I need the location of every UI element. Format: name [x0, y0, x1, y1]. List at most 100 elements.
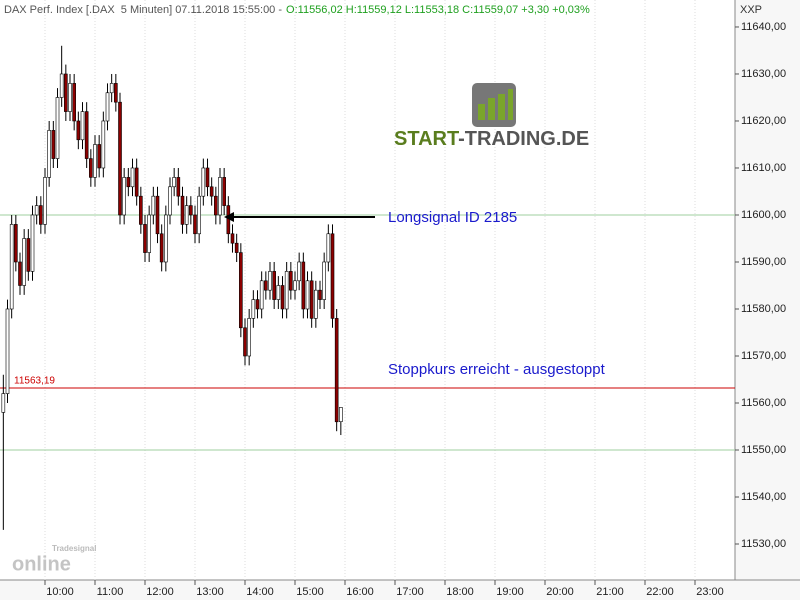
reference-label: 11563,19 — [14, 376, 55, 387]
watermark: Tradesignal — [52, 544, 96, 553]
candle-body — [326, 233, 331, 263]
candle-body — [222, 177, 226, 206]
candle-body — [9, 224, 14, 310]
y-tick-label: 11640,00 — [741, 21, 786, 33]
y-tick-label: 11530,00 — [741, 538, 786, 550]
x-tick-label: 19:00 — [496, 586, 524, 598]
axis-name: XXP — [740, 4, 762, 16]
candle-body — [293, 280, 297, 291]
candle-body — [43, 177, 47, 225]
y-tick-label: 11620,00 — [741, 115, 786, 127]
candle-body — [289, 271, 293, 291]
candle-body — [151, 195, 156, 216]
y-tick-label: 11560,00 — [741, 397, 786, 409]
x-tick-label: 11:00 — [97, 586, 124, 598]
candle-body — [26, 238, 31, 272]
candle-body — [80, 111, 85, 141]
candle-body — [101, 120, 106, 169]
candle-body — [284, 271, 289, 310]
x-tick-label: 10:00 — [46, 586, 74, 598]
candle-body — [259, 280, 264, 310]
candle-body — [97, 144, 101, 169]
candle-body — [193, 214, 197, 235]
annotation: Longsignal ID 2185 — [388, 209, 517, 226]
x-tick-label: 15:00 — [296, 586, 324, 598]
candle-body — [143, 224, 147, 253]
candle-body — [251, 299, 256, 319]
candle-body — [318, 289, 322, 300]
logo-text: START-TRADING.DE — [394, 128, 589, 150]
y-tick-label: 11610,00 — [741, 162, 786, 174]
candle-body — [155, 195, 160, 235]
candle-body — [139, 195, 143, 225]
candle-body — [64, 73, 68, 112]
candle-body — [89, 158, 93, 178]
candles — [1, 45, 343, 530]
candle-body — [205, 167, 210, 188]
candle-body — [247, 318, 251, 357]
candle-body — [330, 233, 335, 319]
candle-body — [68, 83, 72, 112]
candle-body — [126, 177, 131, 188]
candle-body — [55, 97, 60, 159]
candle-body — [147, 214, 151, 253]
x-tick-label: 16:00 — [346, 586, 374, 598]
candle-body — [201, 167, 206, 197]
candle-body — [276, 285, 281, 300]
candle-body — [180, 195, 185, 225]
x-tick-label: 14:00 — [246, 586, 274, 598]
candle-body — [84, 111, 89, 159]
logo-bar — [508, 89, 513, 120]
candle-body — [297, 261, 301, 282]
annotation: Stoppkurs erreicht - ausgestoppt — [388, 361, 606, 378]
x-tick-label: 21:00 — [596, 586, 624, 598]
x-tick-label: 12:00 — [146, 586, 174, 598]
candle-body — [230, 233, 235, 244]
candle-body — [339, 407, 343, 422]
candle-body — [1, 393, 6, 413]
y-tick-label: 11550,00 — [741, 444, 786, 456]
candle-body — [164, 214, 168, 263]
logo-bar — [478, 104, 485, 120]
candle-body — [243, 327, 247, 357]
candle-body — [218, 177, 222, 216]
candle-body — [105, 92, 110, 122]
x-tick-label: 23:00 — [696, 586, 724, 598]
x-axis-panel — [0, 580, 800, 600]
candle-body — [72, 83, 76, 122]
candle-body — [76, 120, 81, 141]
candle-body — [239, 252, 243, 329]
candle-body — [309, 280, 314, 319]
candle-body — [114, 83, 118, 103]
candle-body — [122, 177, 126, 216]
candle-body — [314, 289, 318, 319]
logo-brand: START — [394, 128, 459, 150]
x-tick-label: 18:00 — [446, 586, 474, 598]
x-tick-label: 22:00 — [646, 586, 674, 598]
candle-body — [172, 177, 176, 188]
candle-body — [5, 308, 10, 394]
x-tick-label: 13:00 — [196, 586, 224, 598]
quote: O:11556,02 H:11559,12 L:11553,18 C:11559… — [286, 4, 590, 16]
candle-body — [214, 195, 218, 216]
candle-body — [134, 167, 139, 197]
logo-domain: -TRADING.DE — [458, 128, 589, 150]
candle-body — [322, 261, 326, 300]
y-tick-label: 11600,00 — [741, 209, 786, 221]
annotation-arrowhead — [224, 212, 234, 222]
candle-body — [159, 233, 164, 263]
candle-body — [93, 144, 97, 178]
candle-body — [118, 101, 122, 216]
y-axis-panel — [735, 0, 800, 600]
candle-body — [189, 205, 193, 216]
candle-body — [234, 242, 239, 253]
watermark: online — [12, 553, 71, 575]
candle-body — [59, 73, 64, 98]
y-tick-label: 11590,00 — [741, 256, 786, 268]
y-tick-label: 11570,00 — [741, 350, 786, 362]
x-tick-label: 20:00 — [546, 586, 574, 598]
candle-body — [176, 177, 181, 197]
chart-title: DAX Perf. Index [.DAX 5 Minuten] 07.11.2… — [4, 4, 590, 16]
